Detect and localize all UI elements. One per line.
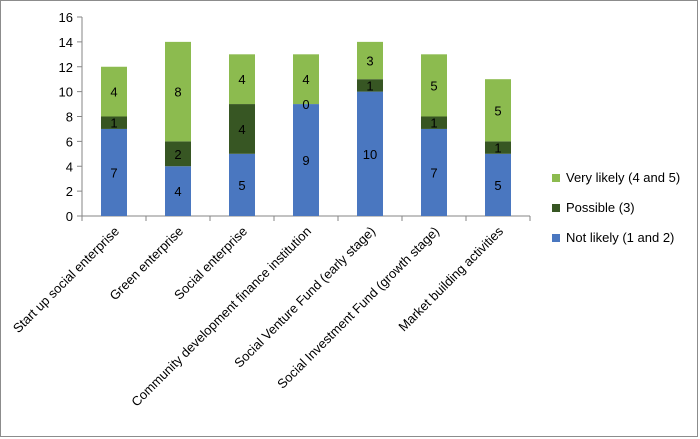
y-tick-label: 12	[59, 60, 73, 75]
data-label: 7	[110, 165, 117, 180]
legend-label: Possible (3)	[566, 200, 635, 215]
data-label: 1	[110, 116, 117, 131]
data-label: 9	[302, 153, 309, 168]
y-tick-label: 16	[59, 10, 73, 25]
bar-segment	[101, 116, 127, 129]
category-label: Market building activities	[395, 223, 506, 334]
y-tick-label: 14	[59, 35, 73, 50]
bar-segment	[293, 54, 319, 105]
bar-segment	[293, 104, 319, 216]
legend-swatch	[552, 234, 560, 242]
data-label: 1	[494, 141, 501, 156]
data-label: 5	[238, 178, 245, 193]
legend-label: Not likely (1 and 2)	[566, 230, 674, 245]
y-tick-label: 2	[66, 184, 73, 199]
bar-segment	[485, 141, 511, 154]
data-label: 7	[430, 165, 437, 180]
bar-segment	[421, 116, 447, 129]
legend-label: Very likely (4 and 5)	[566, 170, 680, 185]
y-tick-label: 6	[66, 134, 73, 149]
data-label: 10	[363, 147, 377, 162]
y-tick-label: 10	[59, 85, 73, 100]
bar-segment	[101, 66, 127, 117]
data-label: 5	[430, 78, 437, 93]
bar-segment	[421, 54, 447, 117]
category-label: Start up social enterprise	[10, 224, 122, 336]
data-label: 1	[430, 116, 437, 131]
data-label: 1	[366, 78, 373, 93]
data-label: 4	[238, 122, 245, 137]
data-label: 4	[238, 72, 245, 87]
bar-segment	[229, 54, 255, 105]
y-tick-label: 8	[66, 110, 73, 125]
bar-segment	[101, 128, 127, 216]
data-label: 3	[366, 54, 373, 69]
y-tick-label: 0	[66, 209, 73, 224]
data-label: 0	[302, 97, 309, 112]
bar-segment	[229, 104, 255, 154]
bar-segment	[357, 79, 383, 92]
bar-segment	[421, 128, 447, 216]
bars	[101, 41, 511, 216]
data-label: 4	[174, 184, 181, 199]
legend-swatch	[552, 204, 560, 212]
bar-segment	[357, 91, 383, 216]
bar-segment	[165, 141, 191, 167]
legend: Very likely (4 and 5) Possible (3) Not lik…	[552, 170, 680, 245]
bar-segment	[485, 153, 511, 216]
data-label: 4	[302, 72, 309, 87]
legend-swatch	[552, 174, 560, 182]
bar-segment	[165, 41, 191, 142]
bar-segment	[229, 153, 255, 216]
bar-segment	[357, 41, 383, 80]
data-label: 2	[174, 147, 181, 162]
data-label: 5	[494, 103, 501, 118]
y-tick-label: 4	[66, 159, 73, 174]
category-label: Social Venture Fund (early stage)	[231, 224, 378, 371]
data-label: 8	[174, 85, 181, 100]
data-label: 5	[494, 178, 501, 193]
bar-segment	[485, 79, 511, 142]
bar-segment	[165, 166, 191, 216]
data-label: 4	[110, 85, 117, 100]
